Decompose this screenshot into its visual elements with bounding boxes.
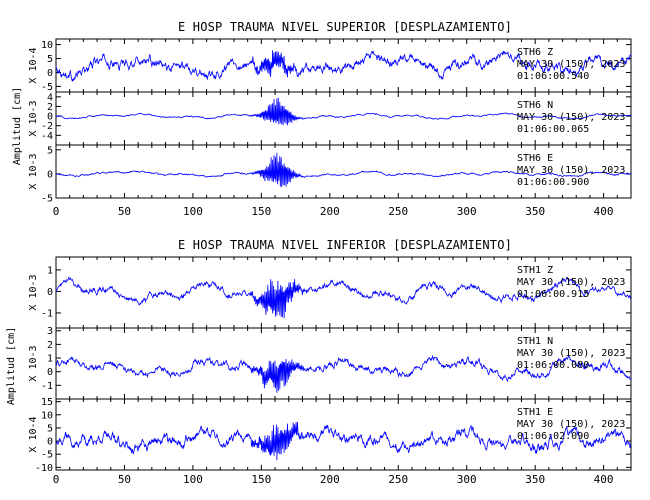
x-tick-label: 100 xyxy=(183,205,203,218)
station-annotation: 01:06:00.080 xyxy=(517,360,589,371)
station-annotation: STH6 N xyxy=(517,100,553,111)
y-tick-label: 2 xyxy=(47,102,53,113)
x-tick-label: 100 xyxy=(183,473,203,486)
y-tick-label: 0 xyxy=(47,68,53,79)
station-annotation: 01:06:00.915 xyxy=(517,289,589,300)
scale-label: X 10-3 xyxy=(28,153,39,189)
y-tick-label: -1 xyxy=(41,381,53,392)
y-tick-label: 5 xyxy=(47,54,53,65)
station-annotation: MAY 30 (150), 2023 xyxy=(517,348,625,359)
x-tick-label: 400 xyxy=(594,205,614,218)
x-tick-label: 400 xyxy=(594,473,614,486)
y-tick-label: 10 xyxy=(41,40,53,51)
y-tick-label: -2 xyxy=(41,121,53,132)
x-tick-label: 200 xyxy=(320,205,340,218)
y-tick-label: 3 xyxy=(47,326,53,337)
station-annotation: MAY 30 (150), 2023 xyxy=(517,112,625,123)
y-tick-label: 10 xyxy=(41,410,53,421)
y-tick-label: 4 xyxy=(47,92,53,103)
station-annotation: 01:06:00.540 xyxy=(517,71,589,82)
station-annotation: MAY 30 (150), 2023 xyxy=(517,277,625,288)
x-tick-label: 350 xyxy=(525,205,545,218)
station-annotation: STH6 E xyxy=(517,153,553,164)
y-tick-label: -10 xyxy=(35,463,53,474)
y-tick-label: 2 xyxy=(47,340,53,351)
x-tick-label: 300 xyxy=(457,473,477,486)
waveform-trace xyxy=(55,354,631,393)
y-tick-label: 5 xyxy=(47,145,53,156)
x-tick-label: 0 xyxy=(53,205,60,218)
station-annotation: 01:06:00.065 xyxy=(517,124,589,135)
lower-ylabel: Amplitud [cm] xyxy=(6,327,17,405)
y-tick-label: 1 xyxy=(47,265,53,276)
y-tick-label: 0 xyxy=(47,169,53,180)
y-tick-label: 0 xyxy=(47,287,53,298)
waveform-trace xyxy=(55,276,632,319)
waveform-trace xyxy=(55,421,632,461)
scale-label: X 10-4 xyxy=(28,416,39,452)
y-tick-label: -5 xyxy=(41,82,53,93)
upper-ylabel: Amplitud [cm] xyxy=(12,87,23,165)
y-tick-label: 0 xyxy=(47,437,53,448)
y-tick-label: -5 xyxy=(41,194,53,205)
waveform-trace xyxy=(55,152,632,188)
scale-label: X 10-3 xyxy=(28,345,39,381)
x-tick-label: 150 xyxy=(251,205,271,218)
waveform-trace xyxy=(55,97,632,126)
station-annotation: STH6 Z xyxy=(517,47,553,58)
x-tick-label: 50 xyxy=(118,473,131,486)
scale-label: X 10-3 xyxy=(28,100,39,136)
x-tick-label: 50 xyxy=(118,205,131,218)
station-annotation: 01:06:00.900 xyxy=(517,177,589,188)
x-tick-label: 0 xyxy=(53,473,60,486)
upper-title: E HOSP TRAUMA NIVEL SUPERIOR [DESPLAZAMI… xyxy=(178,20,512,34)
y-tick-label: -5 xyxy=(41,450,53,461)
x-tick-label: 250 xyxy=(388,205,408,218)
station-annotation: STH1 E xyxy=(517,407,553,418)
y-tick-label: 1 xyxy=(47,354,53,365)
waveform-trace xyxy=(55,50,632,82)
x-tick-label: 350 xyxy=(525,473,545,486)
x-tick-label: 250 xyxy=(388,473,408,486)
y-tick-label: -1 xyxy=(41,308,53,319)
y-tick-label: 5 xyxy=(47,423,53,434)
lower-figure: E HOSP TRAUMA NIVEL INFERIOR [DESPLAZAMI… xyxy=(6,238,632,486)
x-tick-label: 200 xyxy=(320,473,340,486)
scale-label: X 10-3 xyxy=(28,274,39,310)
lower-title: E HOSP TRAUMA NIVEL INFERIOR [DESPLAZAMI… xyxy=(178,238,512,252)
station-annotation: MAY 30 (150), 2023 xyxy=(517,59,625,70)
station-annotation: MAY 30 (150), 2023 xyxy=(517,419,625,430)
y-tick-label: 0 xyxy=(47,112,53,123)
station-annotation: STH1 N xyxy=(517,336,553,347)
x-tick-label: 300 xyxy=(457,205,477,218)
upper-figure: E HOSP TRAUMA NIVEL SUPERIOR [DESPLAZAMI… xyxy=(12,20,632,218)
y-tick-label: 15 xyxy=(41,397,53,408)
x-tick-label: 150 xyxy=(251,473,271,486)
station-annotation: STH1 Z xyxy=(517,265,553,276)
station-annotation: MAY 30 (150), 2023 xyxy=(517,165,625,176)
y-tick-label: 0 xyxy=(47,367,53,378)
station-annotation: 01:06:02.090 xyxy=(517,431,589,442)
y-tick-label: -4 xyxy=(41,131,53,142)
scale-label: X 10-4 xyxy=(28,47,39,83)
